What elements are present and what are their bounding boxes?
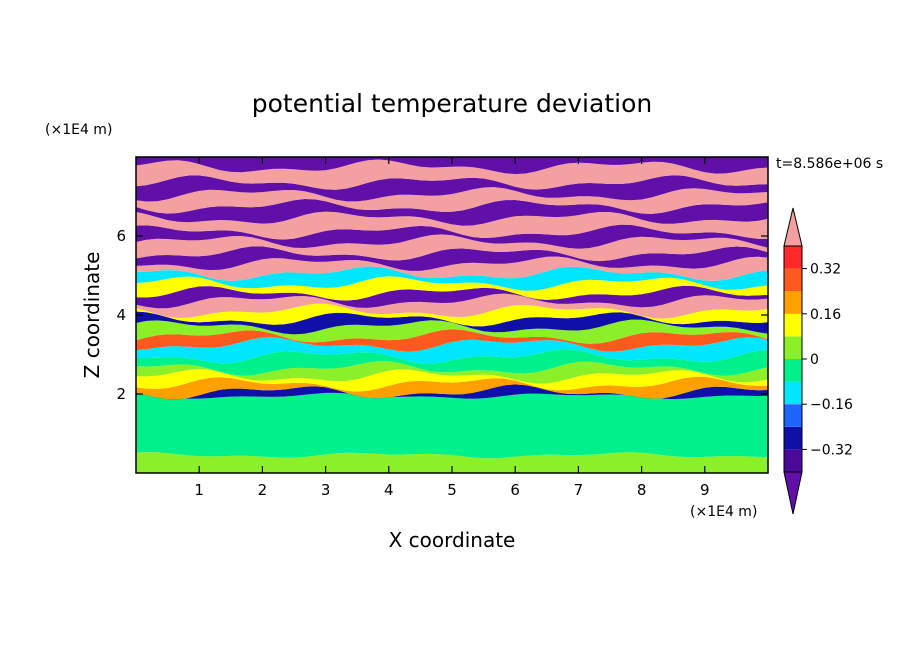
y-axis-label: Z coordinate bbox=[80, 252, 104, 379]
colorbar-segment bbox=[784, 336, 802, 359]
time-label: t=8.586e+06 s bbox=[776, 156, 883, 172]
contour-band bbox=[136, 384, 768, 400]
contour-band bbox=[136, 337, 768, 364]
x-tick-label: 8 bbox=[637, 481, 647, 499]
colorbar-segment bbox=[784, 359, 802, 382]
contour-band bbox=[136, 311, 768, 335]
y-tick-label: 2 bbox=[116, 385, 126, 403]
contour-band bbox=[136, 211, 768, 240]
contour-band bbox=[136, 234, 768, 262]
colorbar-segment bbox=[784, 268, 802, 292]
x-tick-label: 2 bbox=[258, 481, 268, 499]
x-tick-label: 3 bbox=[321, 481, 331, 499]
colorbar-tick-label: 0.32 bbox=[810, 262, 841, 278]
y-unit-label: (×1E4 m) bbox=[45, 122, 112, 138]
colorbar-tick-label: 0 bbox=[810, 352, 819, 368]
contour-band bbox=[136, 349, 768, 376]
x-tick-label: 7 bbox=[574, 481, 584, 499]
colorbar-segment bbox=[784, 426, 802, 450]
colorbar-tick-label: −0.16 bbox=[810, 397, 853, 413]
y-tick-label: 6 bbox=[116, 227, 126, 245]
x-unit-label: (×1E4 m) bbox=[690, 504, 757, 520]
chart-title: potential temperature deviation bbox=[252, 89, 652, 118]
colorbar-segment bbox=[784, 313, 802, 337]
contour-band bbox=[136, 319, 768, 344]
contour-band bbox=[136, 224, 768, 249]
contour-band bbox=[136, 303, 768, 327]
x-tick-label: 6 bbox=[510, 481, 520, 499]
contour-band bbox=[136, 266, 768, 291]
contour-band bbox=[136, 187, 768, 214]
colorbar-over-triangle bbox=[783, 207, 803, 247]
contour-field bbox=[136, 157, 768, 473]
contour-band bbox=[136, 276, 768, 301]
y-tick-label: 4 bbox=[116, 306, 126, 324]
contour-band bbox=[136, 329, 768, 352]
contour-band bbox=[136, 369, 768, 392]
x-tick-label: 4 bbox=[384, 481, 394, 499]
colorbar: 0.32 0.16 0 −0.16 −0.32 bbox=[783, 207, 853, 515]
colorbar-segment bbox=[784, 381, 802, 405]
x-tick-label: 1 bbox=[194, 481, 204, 499]
x-tick-label: 5 bbox=[447, 481, 457, 499]
contour-band bbox=[136, 199, 768, 226]
x-tick-label: 9 bbox=[700, 481, 710, 499]
colorbar-tick-label: 0.16 bbox=[810, 307, 841, 323]
contour-band bbox=[136, 392, 768, 459]
contour-band bbox=[136, 361, 768, 384]
colorbar-segment bbox=[784, 404, 802, 427]
colorbar-under-triangle bbox=[783, 471, 803, 515]
contour-band bbox=[136, 157, 768, 175]
contour-band bbox=[136, 159, 768, 190]
colorbar-segment bbox=[784, 246, 802, 269]
colorbar-tick-label: −0.32 bbox=[810, 442, 853, 458]
y-axis: 2 4 6 bbox=[116, 227, 768, 403]
contour-band bbox=[136, 452, 768, 473]
contour-band bbox=[136, 175, 768, 202]
contour-band bbox=[136, 256, 768, 281]
contour-band bbox=[136, 246, 768, 271]
colorbar-segment bbox=[784, 449, 802, 472]
x-axis: 1 2 3 4 5 6 7 8 9 bbox=[194, 157, 710, 499]
colorbar-segment bbox=[784, 291, 802, 314]
contour-band bbox=[136, 376, 768, 400]
contour-band bbox=[136, 285, 768, 309]
x-axis-label: X coordinate bbox=[389, 528, 516, 552]
contour-band bbox=[136, 293, 768, 319]
